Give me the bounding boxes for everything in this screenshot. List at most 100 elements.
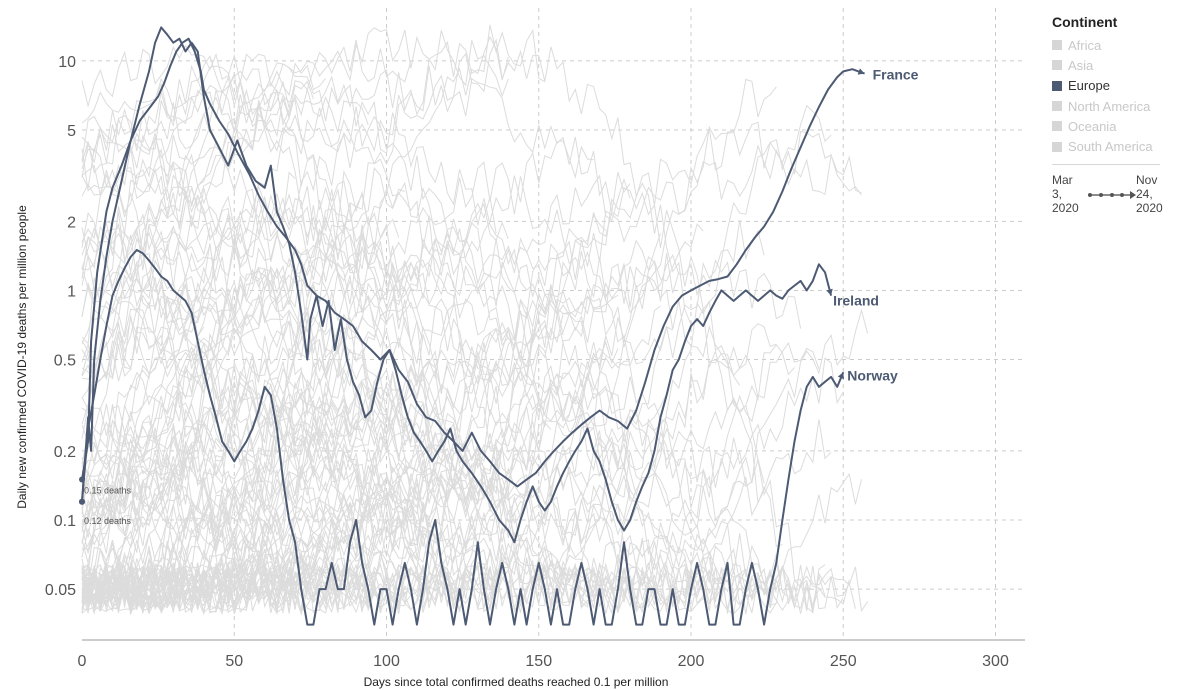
y-tick-label: 0.05 [45,582,76,599]
series-label-norway: Norway [847,367,898,383]
legend-item-north-america[interactable]: North America [1052,96,1172,116]
timeline-control[interactable]: Mar 3, 2020 Nov 24, 2020 [1052,173,1172,221]
legend-label: Asia [1068,57,1094,73]
series-line-norway [81,249,845,626]
legend-swatch [1052,101,1062,112]
background-series-line [81,232,570,552]
highlighted-series: France Ireland Norway 0.15 deaths 0.12 death… [79,26,919,626]
legend-item-oceania[interactable]: Oceania [1052,116,1172,136]
start-annotation: 0.15 deaths [84,486,132,496]
series-start-point [79,498,85,505]
background-series-line [81,24,783,608]
background-series-line [81,121,862,615]
background-series-line [81,261,619,608]
legend-item-south-america[interactable]: South America [1052,136,1172,156]
x-tick-label: 200 [678,653,705,670]
series-end-arrow [837,372,844,380]
legend-items: Africa Asia Europe North America Oceania Sout… [1052,35,1172,157]
background-series [81,24,869,616]
background-series-line [81,187,405,399]
y-tick-label: 0.2 [54,444,76,461]
legend-item-africa[interactable]: Africa [1052,35,1172,55]
y-tick-label: 2 [67,214,76,231]
background-series-line [81,99,290,412]
x-tick-label: 50 [225,653,243,670]
background-series-line [81,161,771,613]
background-series-line [81,236,759,532]
y-tick-label: 5 [67,123,76,140]
background-series-line [81,263,789,598]
x-tick-label: 300 [982,653,1009,670]
background-series-line [81,127,491,391]
x-tick-label: 150 [525,653,552,670]
series-end-arrow [826,288,833,296]
background-series-line [81,261,205,338]
series-label-ireland: Ireland [833,293,879,309]
background-series-line [81,420,552,611]
legend-item-asia[interactable]: Asia [1052,55,1172,75]
background-series-line [81,352,741,554]
legend-item-europe[interactable]: Europe [1052,76,1172,96]
background-series-line [81,323,777,608]
y-axis-title: Daily new confirmed COVID-19 deaths per … [15,205,29,509]
timeline-end-label: Nov 24, 2020 [1136,172,1163,215]
background-series-line [81,167,820,614]
legend-label: Oceania [1068,118,1117,134]
background-series-line [81,27,509,279]
legend-divider [1052,163,1160,165]
x-tick-label: 250 [830,653,857,670]
legend-title: Continent [1052,14,1118,30]
timeline-track[interactable] [1086,189,1136,201]
background-series-line [81,222,832,615]
background-series-line [81,254,802,609]
background-series-line [81,215,211,363]
start-annotation: 0.12 deaths [84,516,132,526]
legend-swatch [1052,141,1062,152]
background-series-line [81,392,260,492]
background-series-line [81,102,211,170]
series-end-arrow [857,68,865,75]
x-axis-title: Days since total confirmed deaths reache… [364,675,669,689]
background-series-line [81,38,546,554]
background-series-line [81,342,844,604]
background-series-line [81,282,253,544]
y-tick-label: 0.5 [54,353,76,370]
background-series-line [81,106,509,576]
background-series-line [81,341,820,612]
x-tick-label: 100 [373,653,400,670]
y-tick-label: 1 [67,283,76,300]
timeline-start-label: Mar 3, 2020 [1052,172,1079,215]
legend-swatch [1052,80,1062,91]
background-series-line [81,75,753,592]
background-series-line [81,65,631,317]
x-tick-label: 0 [78,653,87,670]
background-series-line [81,164,412,458]
background-series-line [81,291,479,502]
background-series-line [81,171,296,538]
background-series-line [81,55,564,336]
background-series-line [81,223,704,524]
background-series-line [81,308,869,614]
legend-label: Europe [1068,78,1110,94]
legend: Continent Africa Asia Europe North America O… [1052,14,1172,221]
series-label-france: France [873,67,919,83]
background-series-line [81,233,661,609]
background-series-line [81,343,795,614]
legend-swatch [1052,40,1062,51]
background-series-line [81,226,369,551]
background-series-line [81,480,643,613]
y-tick-label: 10 [58,54,76,71]
legend-label: Africa [1068,37,1102,53]
legend-label: North America [1068,98,1151,114]
background-series-line [81,484,631,614]
y-tick-label: 0.1 [54,513,76,530]
background-series-line [81,312,607,613]
background-series-line [81,104,832,599]
background-series-line [81,450,436,571]
legend-swatch [1052,121,1062,132]
legend-label: South America [1068,139,1153,155]
series-line-ireland [81,26,833,544]
background-series-line [81,271,765,607]
